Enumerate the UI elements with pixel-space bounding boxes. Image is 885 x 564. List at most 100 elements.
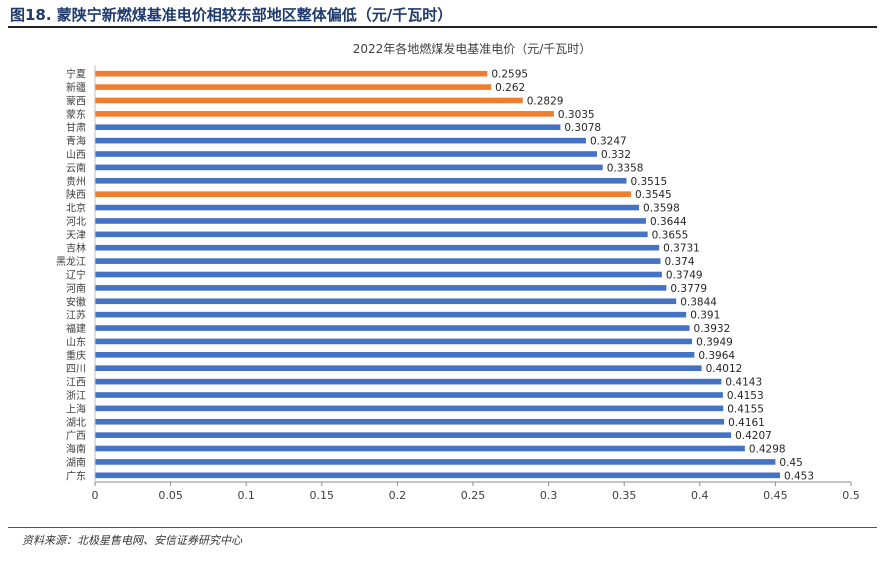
x-tick-label: 0.1	[237, 489, 255, 502]
bar-山东	[95, 338, 693, 345]
x-tick-label: 0.45	[763, 489, 788, 502]
value-label: 0.4143	[725, 377, 762, 389]
value-label: 0.3078	[564, 122, 601, 134]
value-label: 0.3515	[630, 176, 667, 188]
category-label: 上海	[66, 402, 86, 415]
value-label: 0.3655	[652, 229, 689, 241]
bar-陕西	[95, 191, 631, 197]
bar-云南	[95, 164, 603, 171]
bar-江西	[95, 378, 722, 385]
value-label: 0.3644	[650, 216, 687, 228]
value-label: 0.4161	[728, 417, 765, 429]
value-label: 0.3545	[635, 189, 672, 201]
category-label: 山东	[66, 335, 86, 348]
bar-江苏	[95, 311, 687, 318]
bar-吉林	[95, 244, 660, 251]
value-label: 0.3731	[663, 243, 700, 255]
value-label: 0.45	[779, 457, 802, 469]
category-label: 黑龙江	[56, 255, 86, 268]
value-label: 0.3844	[680, 296, 717, 308]
category-label: 湖北	[66, 417, 86, 429]
x-tick-label: 0.3	[540, 489, 558, 502]
category-label: 新疆	[66, 81, 86, 94]
x-tick-label: 0.2	[389, 489, 407, 502]
category-label: 甘肃	[66, 121, 86, 134]
category-label: 浙江	[66, 390, 86, 402]
category-label: 广西	[66, 430, 86, 442]
x-tick-label: 0.4	[691, 489, 709, 502]
bar-湖北	[95, 418, 725, 425]
bar-上海	[95, 405, 724, 412]
bar-山西	[95, 151, 597, 157]
value-label: 0.4298	[749, 444, 786, 456]
category-label: 宁夏	[66, 68, 86, 81]
x-tick-label: 0.15	[310, 489, 335, 502]
value-label: 0.2595	[491, 69, 528, 81]
category-label: 福建	[66, 322, 86, 335]
value-label: 0.3779	[670, 283, 707, 295]
bar-广东	[95, 472, 780, 479]
x-tick-label: 0.25	[461, 489, 486, 502]
bar-重庆	[95, 352, 695, 358]
bar-宁夏	[95, 70, 488, 77]
value-label: 0.3247	[590, 136, 627, 148]
category-label: 重庆	[66, 349, 86, 362]
value-label: 0.4153	[727, 390, 764, 402]
category-label: 辽宁	[66, 269, 86, 282]
bar-甘肃	[95, 124, 561, 131]
source-note: 资料来源：北极星售电网、安信证券研究中心	[22, 534, 242, 547]
category-label: 河南	[66, 282, 86, 295]
bar-辽宁	[95, 271, 662, 278]
value-label: 0.3358	[607, 162, 644, 174]
bar-安徽	[95, 298, 677, 305]
value-label: 0.332	[601, 149, 631, 161]
bar-贵州	[95, 177, 627, 184]
x-tick-label: 0	[92, 489, 99, 502]
bar-四川	[95, 365, 702, 372]
bar-河北	[95, 218, 646, 224]
bar-浙江	[95, 392, 723, 398]
value-label: 0.2829	[527, 95, 564, 107]
category-label: 湖南	[66, 456, 86, 469]
x-tick-label: 0.5	[842, 489, 860, 502]
value-label: 0.3949	[696, 336, 733, 348]
category-label: 蒙西	[66, 94, 86, 107]
value-label: 0.3749	[666, 270, 703, 282]
title-divider	[8, 26, 877, 28]
bar-广西	[95, 432, 732, 438]
bar-蒙西	[95, 97, 523, 104]
category-label: 河北	[66, 216, 86, 228]
bar-海南	[95, 445, 745, 452]
bar-蒙东	[95, 111, 554, 117]
category-label: 江西	[66, 377, 86, 389]
category-label: 贵州	[66, 175, 86, 188]
value-label: 0.3964	[698, 350, 735, 362]
bar-福建	[95, 325, 690, 331]
bar-北京	[95, 204, 640, 211]
value-label: 0.3598	[643, 203, 680, 215]
category-label: 四川	[66, 364, 86, 375]
value-label: 0.453	[784, 470, 814, 482]
footer-divider	[8, 527, 877, 528]
value-label: 0.4155	[727, 403, 764, 415]
value-label: 0.4207	[735, 430, 772, 442]
category-label: 江苏	[66, 309, 86, 322]
x-tick-label: 0.05	[158, 489, 183, 502]
bar-黑龙江	[95, 258, 661, 264]
bar-新疆	[95, 84, 492, 90]
bar-青海	[95, 137, 586, 144]
figure-title: 图18. 蒙陕宁新燃煤基准电价相较东部地区整体偏低（元/千瓦时）	[10, 6, 453, 24]
category-label: 青海	[66, 135, 86, 148]
category-label: 安徽	[66, 295, 86, 308]
bar-天津	[95, 231, 648, 238]
bar-chart: 2022年各地燃煤发电基准电价（元/千瓦时） 宁夏 0.2595 新疆 0.262 蒙西…	[56, 41, 860, 502]
chart-area: 2022年各地燃煤发电基准电价（元/千瓦时） 宁夏 0.2595 新疆 0.262 蒙西…	[0, 30, 885, 526]
x-tick-label: 0.35	[612, 489, 637, 502]
category-label: 天津	[66, 229, 86, 241]
category-label: 陕西	[66, 188, 86, 201]
category-label: 海南	[66, 443, 86, 456]
category-label: 吉林	[66, 242, 86, 255]
value-label: 0.374	[664, 256, 694, 268]
category-label: 蒙东	[66, 108, 86, 121]
value-label: 0.3035	[558, 109, 595, 121]
